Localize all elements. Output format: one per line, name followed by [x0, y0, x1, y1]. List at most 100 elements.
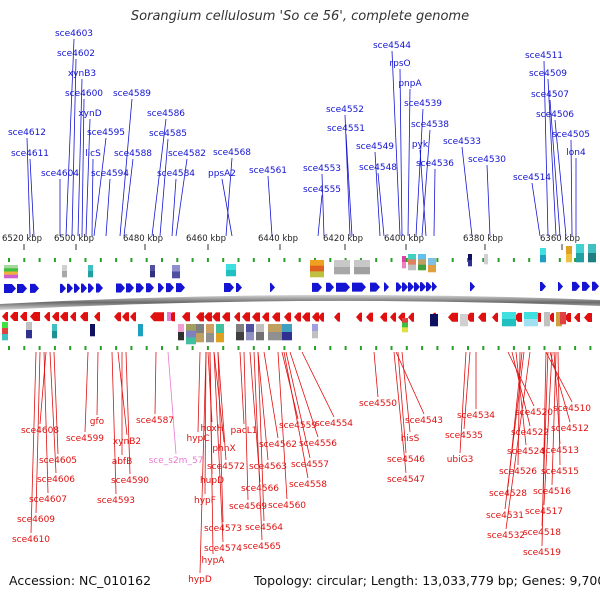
cog-box	[62, 265, 67, 272]
tick-top	[574, 258, 577, 262]
leader-line	[263, 351, 279, 439]
ruler-label: 6480 kbp	[123, 234, 163, 244]
forward-gene-arrow	[420, 282, 426, 292]
forward-gene-arrow	[88, 283, 94, 293]
reverse-gene-arrow	[408, 312, 414, 322]
tick-top	[99, 258, 102, 262]
forward-gene-arrow	[558, 281, 563, 291]
tick-bottom	[130, 346, 133, 350]
gene-label: sce4510	[553, 404, 591, 414]
reverse-gene-arrow	[574, 312, 580, 322]
reverse-gene-arrow	[20, 312, 27, 322]
tick-bottom	[543, 346, 546, 350]
leader-line	[49, 351, 57, 474]
gene-label: sce4528	[489, 489, 527, 499]
gene-label: sce4539	[404, 99, 442, 109]
leader-line	[217, 351, 227, 461]
leader-line	[377, 172, 385, 237]
cog-box	[26, 322, 32, 331]
forward-gene-arrow	[136, 283, 144, 293]
reverse-gene-arrow	[564, 312, 571, 322]
gene-label: sce4588	[114, 149, 152, 159]
ruler-label: 6440 kbp	[258, 234, 298, 244]
tick-top	[222, 258, 225, 262]
tick-bottom	[99, 346, 102, 350]
cog-box	[310, 271, 324, 278]
cog-box	[502, 319, 516, 327]
gene-label: sce4546	[387, 455, 425, 465]
gene-label: hypA	[202, 556, 226, 566]
leader-line	[159, 138, 169, 237]
leader-line	[125, 351, 131, 475]
cog-box	[138, 324, 143, 337]
leader-line	[151, 118, 167, 237]
forward-gene-arrow	[326, 282, 334, 292]
reverse-gene-arrow	[60, 312, 68, 322]
forward-gene-arrow	[116, 283, 125, 293]
genome-summary: Topology: circular; Length: 13,033,779 b…	[254, 573, 600, 588]
gene-label: sce4560	[268, 501, 306, 511]
forward-gene-arrow	[432, 282, 437, 292]
leader-line	[321, 173, 325, 237]
gene-label: sce4587	[136, 416, 174, 426]
gene-label: licS	[85, 149, 101, 159]
reverse-gene-arrow	[448, 312, 458, 322]
reverse-gene-arrow	[234, 312, 240, 322]
gene-label: sce4557	[291, 460, 329, 470]
leader-line	[570, 139, 573, 237]
cog-box	[556, 312, 562, 327]
gene-label: sce4564	[245, 523, 283, 533]
tick-top	[23, 258, 26, 262]
forward-gene-arrow	[176, 283, 185, 293]
reverse-gene-arrow	[222, 312, 230, 322]
leader-line	[277, 351, 288, 500]
cog-box	[178, 332, 184, 341]
tick-bottom	[161, 346, 163, 350]
tick-top	[53, 258, 56, 262]
tick-bottom	[436, 346, 439, 350]
gene-label: sce4511	[525, 51, 563, 61]
tick-bottom	[53, 346, 56, 350]
forward-gene-arrow	[352, 282, 366, 292]
gene-label: sce4612	[8, 128, 46, 138]
reverse-gene-arrow	[312, 312, 319, 322]
cog-box	[312, 331, 318, 339]
gene-label: sce4568	[213, 148, 251, 158]
tick-bottom	[329, 346, 332, 350]
cog-box	[282, 324, 292, 333]
cog-box	[226, 264, 236, 271]
leader-line	[43, 351, 49, 494]
gene-label: hypF	[194, 496, 216, 506]
leader-line	[117, 351, 128, 436]
tick-top	[130, 258, 133, 262]
leader-line	[225, 157, 233, 237]
forward-gene-arrow	[236, 282, 242, 292]
cog-box	[268, 324, 282, 333]
gene-label: sce4532	[487, 531, 525, 541]
tick-top	[528, 258, 531, 262]
reverse-gene-arrow	[380, 312, 387, 322]
cog-box	[566, 246, 572, 255]
cog-box	[216, 324, 224, 334]
cog-box	[216, 333, 224, 343]
genome-title: Sorangium cellulosum 'So ce 56', complet…	[130, 9, 470, 24]
gene-label: sce4605	[39, 456, 77, 466]
gene-label: abfB	[112, 457, 133, 467]
reverse-gene-arrow	[478, 312, 486, 322]
tick-top	[176, 258, 179, 262]
cog-box	[402, 327, 408, 333]
gene-label: sce4547	[387, 475, 425, 485]
gene-label: sce4559	[279, 421, 317, 431]
reverse-gene-arrow	[366, 312, 373, 322]
cog-box	[502, 312, 516, 320]
leader-line	[197, 351, 201, 433]
leader-line	[96, 351, 99, 416]
gene-label: sce4610	[12, 535, 50, 545]
tick-bottom	[283, 346, 286, 350]
gene-label: sce4585	[149, 129, 187, 139]
leader-line	[549, 99, 561, 237]
cog-box	[150, 265, 155, 272]
reverse-gene-arrow	[334, 312, 340, 322]
tick-bottom	[38, 346, 41, 350]
forward-strand-genes	[4, 281, 599, 293]
